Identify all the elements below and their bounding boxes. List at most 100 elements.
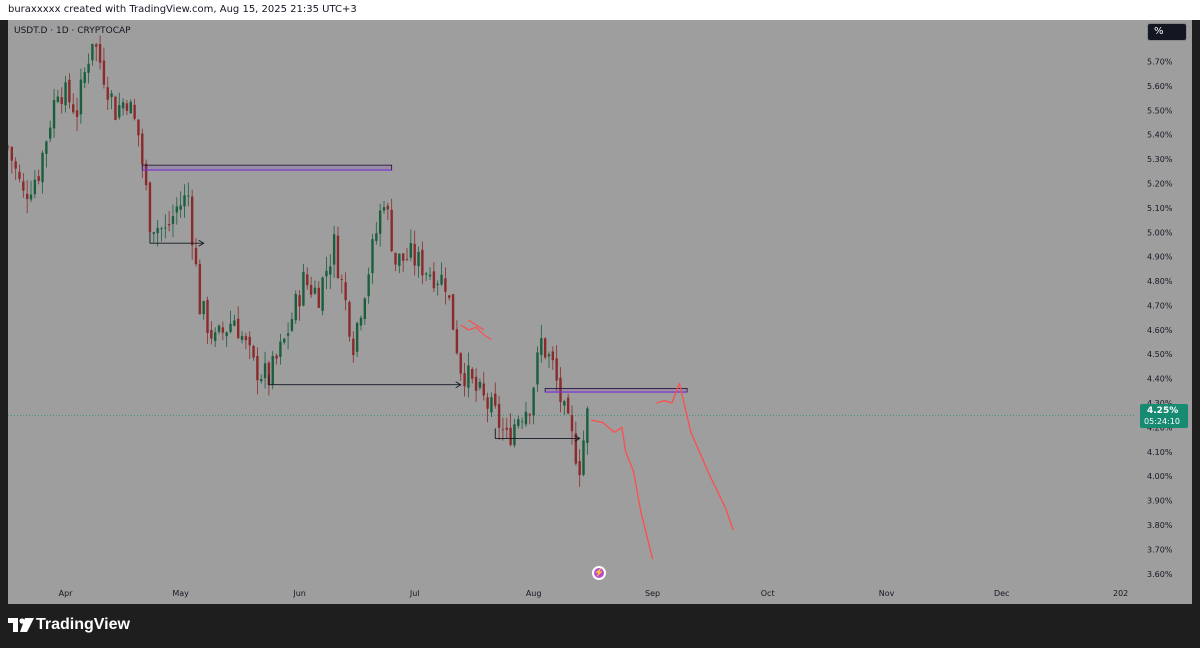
candle-body — [118, 105, 121, 118]
percent-scale-button[interactable]: % — [1147, 23, 1187, 41]
candle-body — [306, 274, 309, 286]
last-price: 4.25% — [1147, 406, 1179, 416]
candle-body — [148, 182, 152, 233]
candle-body — [421, 249, 424, 276]
candle-body — [194, 247, 198, 265]
candle-body — [478, 382, 482, 388]
candle-body — [60, 97, 63, 104]
candle-body — [152, 232, 155, 234]
candle-body — [348, 302, 351, 337]
candle-body — [18, 171, 21, 179]
candle-body — [382, 207, 386, 211]
candlestick-chart[interactable]: 5.80%5.70%5.60%5.50%5.40%5.30%5.20%5.10%… — [8, 20, 1192, 604]
candle-body — [164, 227, 167, 229]
lightning-icon[interactable]: ⚡ — [592, 566, 606, 580]
candle-body — [98, 44, 102, 63]
y-tick-label: 5.70% — [1147, 57, 1173, 66]
arrow-head — [574, 435, 581, 442]
y-tick-label: 4.10% — [1147, 448, 1173, 457]
tradingview-brand: TradingView — [36, 616, 130, 633]
candle-body — [302, 271, 305, 306]
arrow-line — [268, 374, 461, 386]
candle-body — [248, 336, 251, 346]
candle-body — [325, 270, 328, 277]
chart-frame[interactable]: 5.80%5.70%5.60%5.50%5.40%5.30%5.20%5.10%… — [8, 20, 1192, 604]
x-tick-label: Nov — [879, 589, 895, 598]
candle-body — [455, 329, 459, 354]
candle-body — [340, 278, 343, 280]
candle-body — [344, 282, 347, 301]
candle-body — [244, 336, 248, 341]
candle-body — [309, 285, 313, 295]
candle-body — [49, 127, 52, 139]
y-tick-label: 5.40% — [1147, 131, 1173, 140]
candle-body — [436, 283, 439, 285]
candle-body — [83, 72, 86, 83]
candle-body — [41, 152, 44, 183]
candle-body — [210, 330, 213, 339]
candle-body — [555, 358, 558, 381]
candle-body — [378, 210, 382, 234]
y-tick-label: 4.50% — [1147, 350, 1173, 359]
y-tick-label: 5.00% — [1147, 228, 1173, 237]
candle-body — [187, 195, 190, 197]
candle-body — [332, 234, 336, 265]
footer: TradingView — [0, 604, 1200, 648]
candle-body — [237, 318, 240, 339]
x-tick-label: Apr — [59, 589, 74, 598]
candle-body — [517, 419, 520, 427]
candle-body — [359, 317, 363, 326]
candle-body — [463, 373, 466, 387]
symbol-label[interactable]: USDT.D · 1D · CRYPTOCAP — [14, 26, 131, 36]
candle-body — [37, 176, 40, 181]
candle-body — [329, 266, 332, 275]
candle-body — [52, 99, 56, 129]
y-tick-label: 5.30% — [1147, 155, 1173, 164]
candle-body — [543, 338, 547, 358]
candle-body — [405, 259, 409, 261]
projection-path — [656, 382, 734, 531]
candle-body — [490, 397, 493, 413]
candle-body — [179, 205, 182, 210]
candle-body — [256, 355, 259, 381]
candle-body — [409, 243, 413, 258]
candle-body — [467, 365, 470, 388]
candle-body — [221, 327, 225, 333]
candle-body — [137, 119, 140, 136]
y-tick-label: 4.00% — [1147, 472, 1173, 481]
candle-body — [129, 101, 132, 114]
candle-body — [386, 205, 390, 210]
candle-body — [8, 146, 10, 148]
y-tick-label: 3.60% — [1147, 570, 1173, 579]
candle-body — [233, 320, 236, 326]
supply-zone-box — [141, 164, 393, 171]
candle-body — [582, 440, 585, 475]
candle-body — [171, 216, 175, 224]
candle-body — [33, 179, 37, 195]
candle-body — [375, 233, 378, 241]
candle-body — [91, 43, 94, 61]
y-tick-label: 3.80% — [1147, 521, 1173, 530]
candle-body — [459, 353, 462, 374]
candle-body — [355, 322, 359, 352]
candle-body — [363, 298, 367, 319]
y-tick-label: 4.30% — [1147, 399, 1173, 408]
x-tick-label: Aug — [526, 589, 542, 598]
candle-body — [271, 355, 274, 385]
candle-body — [520, 421, 524, 423]
candle-body — [574, 433, 578, 464]
candle-body — [578, 461, 581, 476]
candle-body — [125, 103, 129, 111]
candle-body — [482, 383, 485, 396]
candle-body — [260, 379, 263, 382]
tradingview-logo-icon — [8, 618, 34, 632]
candle-body — [190, 196, 194, 246]
y-tick-label: 5.50% — [1147, 106, 1173, 115]
candle-body — [540, 338, 543, 355]
candle-body — [267, 362, 271, 386]
candle-body — [551, 351, 555, 361]
candle-body — [497, 404, 501, 428]
candle-body — [121, 102, 125, 109]
candle-body — [352, 338, 355, 356]
candle-body — [79, 79, 83, 115]
